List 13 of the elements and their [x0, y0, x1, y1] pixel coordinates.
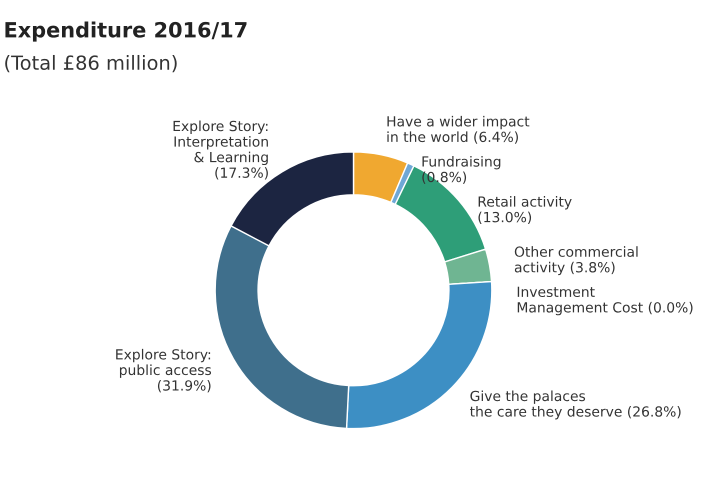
slice-label: Other commercial activity (3.8%): [514, 246, 638, 276]
chart-subtitle: (Total £86 million): [5, 54, 177, 72]
data-label: (13.0%): [478, 212, 532, 224]
slice-label: Explore Story: public access: [116, 348, 212, 378]
chart-title: Expenditure 2016/17: [5, 22, 247, 42]
slice-label: Fundraising: [422, 156, 500, 170]
data-label: (17.3%): [215, 167, 268, 180]
data-label: (31.9%): [158, 380, 211, 392]
slice-label: Give the palaces the care they deserve (26.8%): [470, 390, 681, 420]
slice-label: Explore Story: Interpretation & Learning: [174, 120, 268, 166]
slice-label: Retail activity: [478, 196, 572, 210]
slice-label: Have a wider impact in the world (6.4%): [387, 116, 530, 144]
category-label: Investment Management Cost (0.0%): [518, 286, 693, 316]
